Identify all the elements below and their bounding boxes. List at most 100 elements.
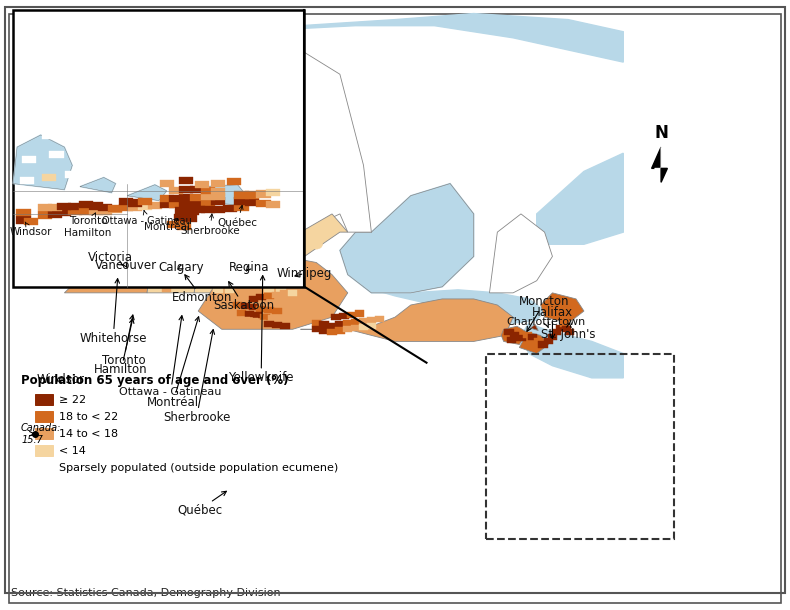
- Text: N: N: [654, 124, 668, 142]
- Bar: [245, 311, 254, 317]
- Bar: [73, 128, 87, 135]
- Text: Montréal: Montréal: [147, 317, 199, 409]
- Bar: [266, 189, 280, 196]
- Circle shape: [310, 239, 322, 249]
- Bar: [273, 279, 282, 285]
- Bar: [211, 180, 225, 187]
- Bar: [174, 215, 188, 222]
- Bar: [235, 204, 249, 211]
- Bar: [538, 342, 547, 348]
- Bar: [179, 201, 194, 209]
- Polygon shape: [147, 232, 198, 293]
- Circle shape: [152, 224, 165, 234]
- Polygon shape: [536, 153, 623, 244]
- FancyBboxPatch shape: [9, 13, 781, 603]
- Polygon shape: [254, 310, 281, 321]
- Polygon shape: [127, 185, 167, 201]
- Bar: [271, 271, 280, 278]
- Bar: [559, 321, 569, 328]
- Bar: [42, 131, 56, 138]
- Text: Moncton: Moncton: [519, 295, 570, 331]
- Bar: [38, 212, 52, 219]
- Polygon shape: [502, 326, 527, 345]
- Bar: [261, 279, 270, 285]
- Bar: [50, 151, 63, 158]
- Bar: [331, 314, 340, 320]
- Bar: [58, 203, 71, 210]
- Bar: [201, 187, 215, 195]
- Bar: [152, 162, 166, 169]
- Bar: [118, 256, 128, 262]
- Bar: [265, 293, 274, 299]
- Bar: [245, 192, 259, 199]
- Bar: [112, 125, 126, 132]
- Bar: [265, 321, 274, 327]
- Bar: [257, 320, 266, 326]
- Bar: [113, 245, 122, 251]
- Text: Hamilton: Hamilton: [94, 318, 148, 376]
- Bar: [335, 328, 344, 334]
- Bar: [339, 313, 348, 319]
- Bar: [235, 192, 249, 199]
- Polygon shape: [265, 317, 288, 328]
- Text: < 14: < 14: [59, 446, 86, 456]
- Bar: [231, 126, 245, 134]
- Polygon shape: [64, 232, 155, 293]
- Bar: [122, 262, 132, 268]
- Bar: [105, 257, 115, 264]
- Bar: [367, 323, 376, 329]
- Bar: [280, 323, 289, 329]
- Bar: [522, 332, 532, 339]
- Polygon shape: [246, 214, 348, 293]
- Bar: [237, 310, 246, 316]
- Bar: [174, 285, 183, 292]
- Bar: [257, 190, 271, 198]
- Bar: [551, 329, 561, 336]
- Polygon shape: [521, 323, 623, 378]
- Bar: [223, 205, 237, 212]
- Text: Windsor: Windsor: [10, 222, 53, 237]
- Bar: [249, 318, 258, 325]
- Bar: [169, 187, 183, 195]
- Bar: [166, 262, 175, 268]
- Polygon shape: [340, 184, 474, 293]
- Bar: [148, 202, 162, 209]
- Bar: [257, 294, 266, 300]
- Bar: [42, 174, 56, 181]
- Bar: [199, 145, 213, 152]
- Polygon shape: [119, 13, 623, 62]
- Text: Victoria: Victoria: [88, 251, 133, 265]
- Bar: [191, 206, 205, 213]
- Bar: [261, 270, 270, 276]
- Bar: [190, 186, 204, 193]
- Bar: [239, 165, 253, 172]
- Text: St. John's: St. John's: [541, 323, 596, 340]
- Bar: [245, 199, 259, 206]
- Polygon shape: [246, 290, 258, 305]
- Bar: [253, 312, 262, 318]
- Text: Yellowknife: Yellowknife: [228, 276, 294, 384]
- Bar: [88, 207, 103, 215]
- Bar: [241, 303, 250, 309]
- Bar: [319, 321, 329, 328]
- Bar: [249, 296, 258, 302]
- Polygon shape: [198, 185, 246, 205]
- Bar: [533, 339, 543, 345]
- Text: Charlottetown: Charlottetown: [506, 317, 585, 328]
- Bar: [178, 261, 187, 267]
- Bar: [265, 307, 274, 313]
- Bar: [359, 318, 368, 324]
- Bar: [516, 336, 525, 342]
- Bar: [351, 325, 360, 331]
- Bar: [79, 207, 93, 215]
- Bar: [269, 315, 278, 321]
- Text: Québec: Québec: [177, 491, 227, 516]
- Text: Saskatoon: Saskatoon: [213, 282, 274, 312]
- Bar: [160, 180, 174, 187]
- Bar: [48, 204, 62, 212]
- Text: Edmonton: Edmonton: [172, 275, 232, 304]
- Bar: [38, 204, 52, 212]
- Bar: [177, 223, 191, 230]
- Bar: [178, 279, 187, 285]
- Bar: [211, 193, 225, 200]
